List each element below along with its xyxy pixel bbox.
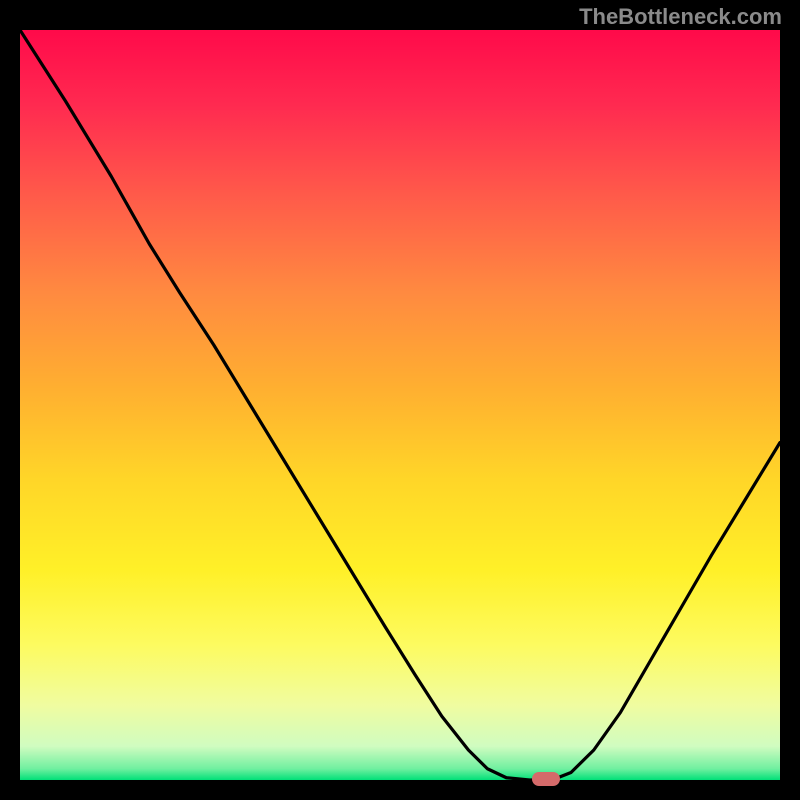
- watermark-text: TheBottleneck.com: [579, 4, 782, 30]
- curve-layer: [0, 0, 800, 800]
- optimum-marker: [532, 772, 560, 786]
- chart-frame: TheBottleneck.com: [0, 0, 800, 800]
- bottleneck-curve: [20, 30, 780, 780]
